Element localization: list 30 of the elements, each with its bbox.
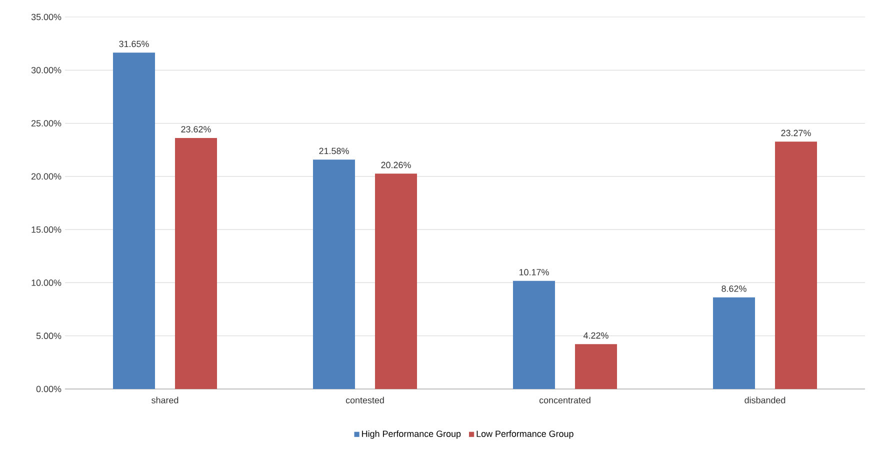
bar [375,174,418,389]
data-label: 21.58% [319,148,349,154]
y-tick-label: 20.00% [32,173,62,180]
legend-label: Low Performance Group [476,430,574,439]
data-label: 20.26% [381,162,411,168]
y-tick-label: 30.00% [31,66,62,74]
data-label: 23.62% [181,126,211,132]
bar [313,160,356,389]
y-tick-label: 5.00% [36,332,62,340]
data-label: 4.22% [583,332,608,339]
legend-label: High Performance Group [362,430,461,439]
y-tick-label: 0.00% [36,386,62,392]
bar [775,142,818,389]
y-tick-label: 35.00% [31,14,62,20]
bar [513,280,556,389]
data-label: 23.27% [781,130,811,136]
bar [175,138,218,389]
bar [113,52,155,389]
x-tick-label: shared [152,396,178,404]
x-tick-label: concentrated [539,396,590,404]
data-label: 10.17% [519,269,549,276]
y-tick-label: 25.00% [32,120,62,126]
y-tick-label: 10.00% [32,280,62,286]
bar [713,297,756,389]
x-tick-label: contested [346,396,384,404]
bar [575,344,618,389]
x-tick-label: disbanded [744,396,786,404]
y-tick-label: 15.00% [32,226,62,233]
data-label: 31.65% [119,40,149,48]
data-label: 8.62% [722,286,746,292]
